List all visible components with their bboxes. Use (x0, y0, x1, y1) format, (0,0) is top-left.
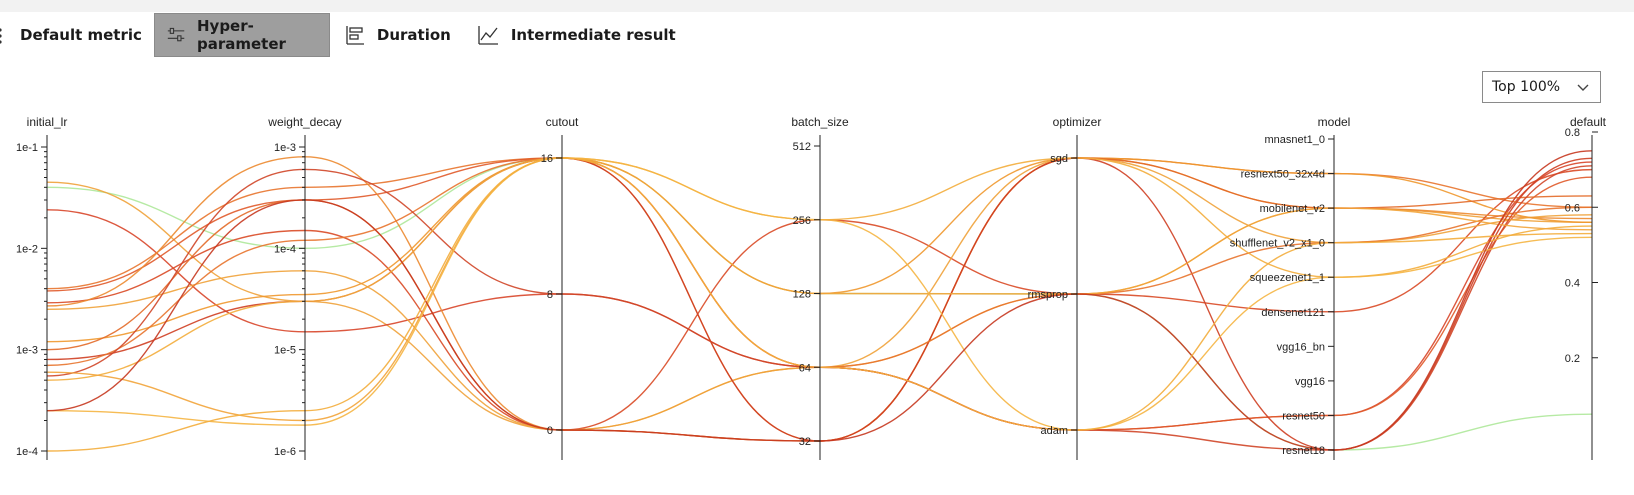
view-tabs: Default metric Hyper-parameter Duration … (0, 13, 688, 57)
tick-label: 1e-1 (16, 142, 38, 154)
tick-label: mobilenet_v2 (1260, 203, 1325, 215)
tick-label: 1e-3 (274, 142, 296, 154)
axis-title: cutout (546, 115, 579, 129)
tick-label: mnasnet1_0 (1264, 134, 1325, 146)
tick-label: resnet50 (1282, 410, 1325, 422)
axis-title: batch_size (791, 115, 849, 129)
axis-title: model (1318, 115, 1351, 129)
series-line (46, 157, 1593, 452)
tick-label: 0.4 (1565, 278, 1580, 290)
tab-label: Duration (376, 26, 451, 44)
tab-intermediate-result[interactable]: Intermediate result (465, 13, 688, 57)
tick-label: 128 (793, 289, 811, 301)
tick-label: vgg16_bn (1277, 341, 1325, 353)
tick-label: 1e-4 (16, 446, 38, 458)
tick-label: 0.8 (1565, 127, 1580, 139)
tab-label: Intermediate result (510, 26, 676, 44)
tab-label: Default metric (20, 26, 142, 44)
tick-label: 32 (799, 436, 811, 448)
sliders-icon (167, 27, 185, 42)
tick-label: 8 (547, 289, 553, 301)
bar-chart-icon (346, 26, 364, 45)
parallel-coordinates-chart: initial_lr 1e-1 1e-2 1e-3 1e-4 weight_decay 1e… (16, 115, 1607, 460)
tick-label: 16 (541, 153, 553, 165)
axis-title: initial_lr (27, 115, 68, 129)
tick-label: vgg16 (1295, 376, 1325, 388)
tick-label: resnet18 (1282, 445, 1325, 457)
line-chart-icon (478, 26, 498, 45)
tick-label: shufflenet_v2_x1_0 (1230, 238, 1325, 250)
axis-title: default (1570, 115, 1607, 129)
tick-label: densenet121 (1261, 307, 1325, 319)
tick-label: 1e-5 (274, 345, 296, 357)
tick-label: adam (1040, 425, 1068, 437)
tick-label: rmsprop (1028, 289, 1068, 301)
tick-label: 0.2 (1565, 353, 1580, 365)
tab-label: Hyper-parameter (196, 17, 286, 53)
scatter-icon (0, 28, 2, 44)
tick-label: 512 (793, 141, 811, 153)
tick-label: 1e-3 (16, 345, 38, 357)
top-percent-dropdown[interactable]: Top 100% (1482, 71, 1601, 103)
tab-default-metric[interactable]: Default metric (0, 13, 154, 57)
tick-label: 1e-2 (16, 243, 38, 255)
tick-label: 0 (547, 425, 553, 437)
tick-label: sgd (1050, 153, 1068, 165)
top-strip (0, 0, 1634, 12)
tick-label: 256 (793, 215, 811, 227)
series-line (46, 157, 1593, 431)
tick-label: 0.6 (1565, 202, 1580, 214)
tick-label: squeezenet1_1 (1250, 272, 1325, 284)
tab-duration[interactable]: Duration (333, 13, 463, 57)
tick-label: resnext50_32x4d (1241, 169, 1325, 181)
tick-label: 1e-4 (274, 243, 296, 255)
tick-label: 1e-6 (274, 446, 296, 458)
axis-title: weight_decay (267, 115, 341, 129)
tick-label: 64 (799, 362, 811, 374)
chevron-down-icon (1577, 84, 1589, 91)
axis-title: optimizer (1053, 115, 1102, 129)
dropdown-value: Top 100% (1492, 79, 1561, 95)
tab-hyper-parameter[interactable]: Hyper-parameter (153, 13, 330, 57)
